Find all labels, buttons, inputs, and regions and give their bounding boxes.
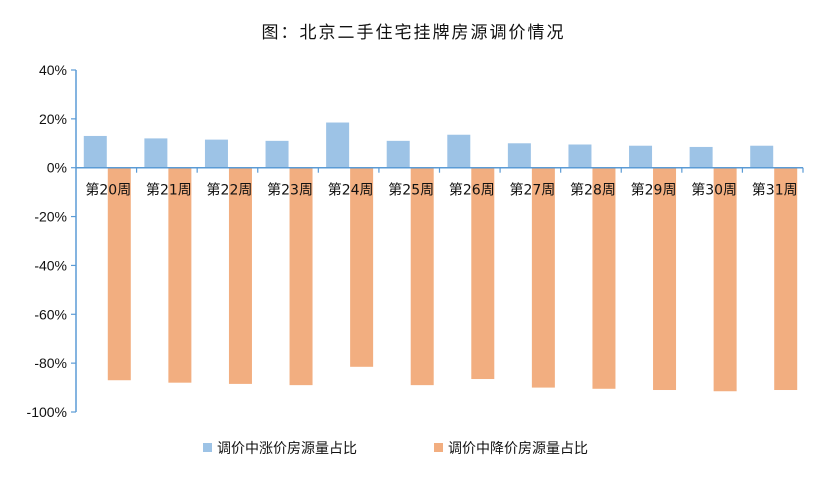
y-tick-label: -100% [27, 404, 67, 420]
y-tick-label: 0% [47, 160, 67, 176]
bar-price-decrease [471, 167, 495, 380]
legend: 调价中涨价房源量占比 调价中降价房源量占比 [203, 441, 588, 457]
chart-title: 图：北京二手住宅挂牌房源调价情况 [261, 23, 566, 43]
x-tick-label: 第26周 [449, 182, 495, 199]
bar-price-increase [447, 134, 471, 168]
legend-label: 调价中涨价房源量占比 [217, 441, 357, 457]
bar-price-decrease [774, 167, 798, 391]
bar-price-increase [750, 145, 774, 168]
x-tick-label: 第20周 [85, 182, 131, 199]
x-tick-label: 第27周 [509, 182, 555, 199]
x-axis: 第20周 第21周 第22周 第23周 第24周 第25周 第26周 第27周 第28周 第29周… [76, 166, 804, 199]
bar-price-increase [568, 144, 592, 168]
x-tick-label: 第21周 [146, 182, 192, 199]
bar-price-decrease [350, 167, 374, 367]
bar-price-increase [204, 139, 228, 168]
bar-price-decrease [289, 167, 313, 386]
x-tick-label: 第22周 [207, 182, 253, 199]
y-tick-label: -20% [34, 209, 67, 225]
y-tick-label: 40% [39, 62, 67, 78]
bar-price-decrease [168, 167, 192, 383]
y-tick-label: 20% [39, 111, 67, 127]
bar-price-increase [144, 138, 168, 168]
bar-price-decrease [531, 167, 555, 388]
bar-price-decrease [107, 167, 131, 381]
y-tick-label: -80% [34, 355, 67, 371]
x-tick-label: 第24周 [328, 182, 374, 199]
bar-price-decrease [410, 167, 434, 386]
y-tick-label: -40% [34, 257, 67, 273]
bar-price-increase [386, 140, 410, 168]
bar-price-decrease [228, 167, 252, 384]
bars [83, 122, 798, 392]
x-tick-label: 第29周 [631, 182, 677, 199]
bar-price-increase [629, 145, 653, 168]
x-tick-label: 第23周 [267, 182, 313, 199]
bar-price-decrease [713, 167, 737, 392]
legend-swatch [434, 443, 443, 452]
bar-price-increase [507, 143, 531, 168]
bar-price-increase [689, 146, 713, 168]
x-tick-label: 第31周 [752, 182, 798, 199]
legend-label: 调价中降价房源量占比 [448, 441, 588, 457]
legend-swatch [203, 443, 212, 452]
y-tick-label: -60% [34, 306, 67, 322]
x-tick-label: 第25周 [388, 182, 434, 199]
bar-price-increase [83, 135, 107, 168]
bar-price-decrease [592, 167, 616, 389]
x-tick-label: 第28周 [570, 182, 616, 199]
x-tick-label: 第30周 [691, 182, 737, 199]
bar-price-increase [326, 122, 350, 168]
bar-price-increase [265, 140, 289, 168]
y-axis: 40% 20% 0% -20% -40% -60% -80% -100% [27, 62, 77, 420]
bar-price-decrease [653, 167, 677, 391]
